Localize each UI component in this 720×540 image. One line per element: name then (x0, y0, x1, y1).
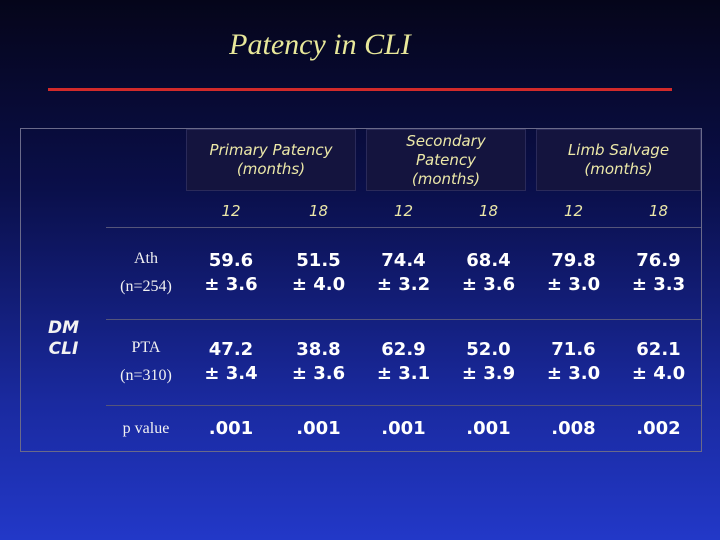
pvalue-cell: .001 (381, 418, 426, 439)
value-sd: ± 3.1 (376, 363, 431, 384)
value-cell: 79.8 ± 3.0 (531, 229, 616, 317)
group-label: DM CLI (21, 227, 106, 451)
month-header: 18 (308, 202, 329, 220)
row-divider (106, 227, 701, 228)
row-label-pta: PTA (n=310) (106, 321, 186, 403)
title-divider (48, 88, 672, 91)
row-divider (106, 319, 701, 320)
row-label-ath: Ath (n=254) (106, 229, 186, 317)
pvalue-cell: .002 (636, 418, 681, 439)
value-cell: 62.9 ± 3.1 (361, 321, 446, 403)
patency-table: Primary Patency (months) Secondary Paten… (20, 128, 702, 452)
value-mean: 47.2 (208, 339, 254, 360)
month-header: 12 (221, 202, 241, 220)
value-mean: 59.6 (208, 250, 254, 271)
row-label-line1: PTA (131, 339, 161, 356)
group-label-line1: DM (47, 318, 80, 338)
value-cell: 59.6 ± 3.6 (191, 229, 271, 317)
month-header: 12 (393, 202, 414, 220)
header-secondary-patency: Secondary Patency (months) (366, 129, 526, 191)
value-sd: ± 3.6 (291, 363, 346, 384)
header-secondary-line3: (months) (411, 169, 481, 188)
pvalue-cell: .001 (208, 418, 254, 439)
value-cell: 52.0 ± 3.9 (446, 321, 531, 403)
value-cell: 38.8 ± 3.6 (276, 321, 361, 403)
value-sd: ± 3.4 (204, 363, 258, 384)
value-mean: 76.9 (636, 250, 681, 271)
pvalue-cell: .001 (296, 418, 341, 439)
row-label-line1: Ath (134, 250, 158, 267)
value-cell: 74.4 ± 3.2 (361, 229, 446, 317)
value-mean: 52.0 (466, 339, 511, 360)
value-mean: 51.5 (296, 250, 341, 271)
value-sd: ± 3.9 (461, 363, 516, 384)
slide-title: Patency in CLI (229, 28, 411, 61)
pvalue-cell: .008 (551, 418, 596, 439)
month-header: 18 (648, 202, 669, 220)
value-sd: ± 3.0 (546, 274, 601, 295)
value-mean: 62.9 (381, 339, 426, 360)
value-mean: 62.1 (636, 339, 681, 360)
value-mean: 74.4 (381, 250, 426, 271)
row-divider (106, 405, 701, 406)
value-sd: ± 3.2 (376, 274, 431, 295)
header-limb-label: Limb Salvage (months) (567, 141, 670, 178)
value-cell: 62.1 ± 4.0 (616, 321, 701, 403)
value-sd: ± 4.0 (631, 363, 686, 384)
value-cell: 47.2 ± 3.4 (191, 321, 271, 403)
value-mean: 38.8 (296, 339, 341, 360)
header-primary-label: Primary Patency (months) (209, 141, 333, 178)
value-sd: ± 3.6 (204, 274, 258, 295)
header-secondary-line2: Patency (416, 150, 476, 169)
value-cell: 71.6 ± 3.0 (531, 321, 616, 403)
header-limb-salvage: Limb Salvage (months) (536, 129, 701, 191)
value-sd: ± 4.0 (291, 274, 346, 295)
row-label-line2: (n=254) (120, 278, 172, 295)
pvalue-cell: .001 (466, 418, 511, 439)
value-mean: 71.6 (551, 339, 596, 360)
value-sd: ± 3.0 (546, 363, 601, 384)
value-sd: ± 3.6 (461, 274, 516, 295)
value-cell: 76.9 ± 3.3 (616, 229, 701, 317)
group-label-line2: CLI (48, 339, 79, 359)
value-sd: ± 3.3 (631, 274, 686, 295)
value-cell: 51.5 ± 4.0 (276, 229, 361, 317)
month-header: 18 (478, 202, 499, 220)
value-mean: 79.8 (551, 250, 596, 271)
value-mean: 68.4 (466, 250, 511, 271)
row-label-line2: (n=310) (120, 367, 172, 384)
row-label-pvalue: p value (122, 420, 170, 437)
header-primary-patency: Primary Patency (months) (186, 129, 356, 191)
header-secondary-line1: Secondary (406, 131, 486, 150)
value-cell: 68.4 ± 3.6 (446, 229, 531, 317)
month-header: 12 (563, 202, 584, 220)
